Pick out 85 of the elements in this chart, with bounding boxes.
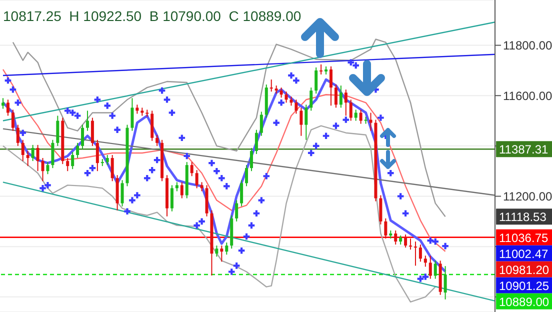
candlestick bbox=[200, 182, 204, 192]
candlestick bbox=[379, 194, 382, 225]
candlestick bbox=[428, 255, 432, 280]
candlestick bbox=[170, 184, 174, 212]
candlestick bbox=[334, 84, 338, 108]
candlestick bbox=[354, 109, 358, 122]
candlestick bbox=[300, 107, 303, 136]
candlestick bbox=[156, 134, 159, 146]
candlestick bbox=[90, 117, 94, 146]
candlestick bbox=[270, 79, 273, 92]
candlestick bbox=[190, 162, 194, 177]
candlestick bbox=[11, 109, 14, 132]
candlestick bbox=[136, 104, 139, 114]
candlestick bbox=[414, 241, 417, 266]
candlestick bbox=[26, 150, 30, 167]
candlestick bbox=[51, 139, 54, 169]
line-series bbox=[2, 68, 446, 252]
candlestick bbox=[349, 99, 352, 122]
line-series bbox=[12, 38, 446, 218]
candlestick bbox=[235, 200, 238, 222]
candlestick bbox=[195, 170, 198, 189]
candlestick bbox=[106, 154, 109, 166]
candlestick bbox=[369, 112, 372, 132]
text: 11002.47 bbox=[499, 246, 548, 261]
candlestick bbox=[344, 89, 348, 116]
y-tick-label: 11200.00 bbox=[503, 190, 552, 204]
candlestick bbox=[240, 180, 244, 207]
candlestick bbox=[245, 164, 248, 187]
candlestick bbox=[434, 260, 437, 280]
candlestick bbox=[215, 245, 218, 258]
ref-line-label: 10889.00 bbox=[499, 294, 550, 309]
candlestick bbox=[81, 124, 84, 150]
text: 10981.20 bbox=[499, 262, 550, 277]
candlestick bbox=[56, 115, 60, 146]
candlestick bbox=[418, 244, 422, 262]
text: 11118.53 bbox=[499, 210, 547, 224]
candlestick bbox=[46, 162, 50, 175]
candlestick bbox=[294, 99, 298, 114]
candlestick bbox=[284, 91, 288, 104]
candlestick bbox=[399, 235, 402, 246]
text: 10901.25 bbox=[499, 278, 550, 293]
candlestick bbox=[290, 96, 293, 106]
candlestick bbox=[76, 142, 80, 159]
candlestick bbox=[71, 151, 74, 170]
ref-line-label: 11036.75 bbox=[499, 230, 548, 245]
candlestick bbox=[2, 98, 4, 110]
candlestick bbox=[6, 99, 10, 116]
candlestick bbox=[359, 109, 362, 124]
candlestick bbox=[21, 139, 24, 162]
candlestick bbox=[120, 180, 124, 207]
candlestick bbox=[314, 66, 318, 94]
candlestick bbox=[86, 110, 89, 132]
candlestick bbox=[110, 154, 114, 182]
line-series bbox=[2, 125, 436, 303]
candlestick bbox=[394, 230, 398, 246]
candlestick bbox=[130, 98, 134, 132]
candlestick bbox=[16, 124, 20, 146]
candlestick bbox=[225, 242, 228, 256]
y-tick-label: 11800.00 bbox=[503, 38, 552, 53]
candlestick bbox=[310, 87, 313, 112]
candlestick bbox=[31, 144, 34, 162]
candlestick bbox=[220, 245, 224, 262]
candlestick bbox=[444, 266, 447, 300]
candlestick bbox=[339, 85, 342, 108]
candlestick bbox=[66, 158, 70, 172]
candlestick bbox=[320, 64, 323, 75]
y-tick-label: 11600.00 bbox=[503, 88, 552, 103]
candlestick bbox=[330, 66, 332, 106]
candlestick bbox=[364, 116, 368, 124]
candlestick bbox=[36, 144, 40, 172]
candlestick bbox=[254, 129, 258, 154]
candlestick bbox=[384, 218, 388, 240]
candlestick bbox=[175, 182, 178, 192]
text: 10817.25 H 10922.50 B 10790.00 C 10889.00 bbox=[3, 8, 302, 24]
candlestick bbox=[409, 238, 412, 250]
candlestick bbox=[41, 158, 44, 182]
candlestick bbox=[304, 104, 308, 140]
candlestick bbox=[280, 87, 283, 98]
candlestick bbox=[424, 255, 427, 268]
ref-line-label: 11387.31 bbox=[499, 142, 548, 157]
candlestick bbox=[96, 139, 99, 172]
candlestick bbox=[404, 234, 408, 248]
candlestick bbox=[250, 147, 253, 172]
candlestick bbox=[180, 182, 184, 199]
candlestick bbox=[260, 111, 263, 136]
